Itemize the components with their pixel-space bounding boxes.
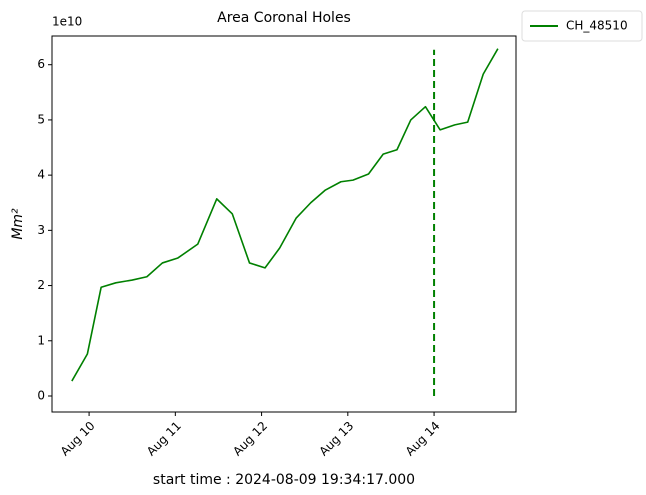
x-tick-label: Aug 13 [316, 419, 356, 459]
y-tick-label: 6 [37, 57, 45, 71]
y-tick-label: 2 [37, 278, 45, 292]
y-tick-label: 1 [37, 333, 45, 347]
plot-frame [51, 35, 517, 413]
legend-box [521, 10, 643, 42]
y-tick-label: 0 [37, 388, 45, 402]
x-tick-label: Aug 10 [58, 419, 98, 459]
series-line [71, 48, 499, 382]
y-tick-label: 4 [37, 168, 45, 182]
y-axis-label: Mm² [10, 208, 26, 240]
legend-label: CH_48510 [566, 19, 628, 33]
y-tick-label: 3 [37, 223, 45, 237]
x-tick-label: Aug 14 [403, 419, 443, 459]
x-tick-label: Aug 11 [144, 419, 184, 459]
y-tick-label: 5 [37, 112, 45, 126]
x-axis-label: start time : 2024-08-09 19:34:17.000 [153, 472, 415, 488]
x-tick-label: Aug 12 [230, 419, 270, 459]
y-offset-label: 1e10 [52, 15, 82, 29]
chart-title: Area Coronal Holes [217, 10, 351, 26]
